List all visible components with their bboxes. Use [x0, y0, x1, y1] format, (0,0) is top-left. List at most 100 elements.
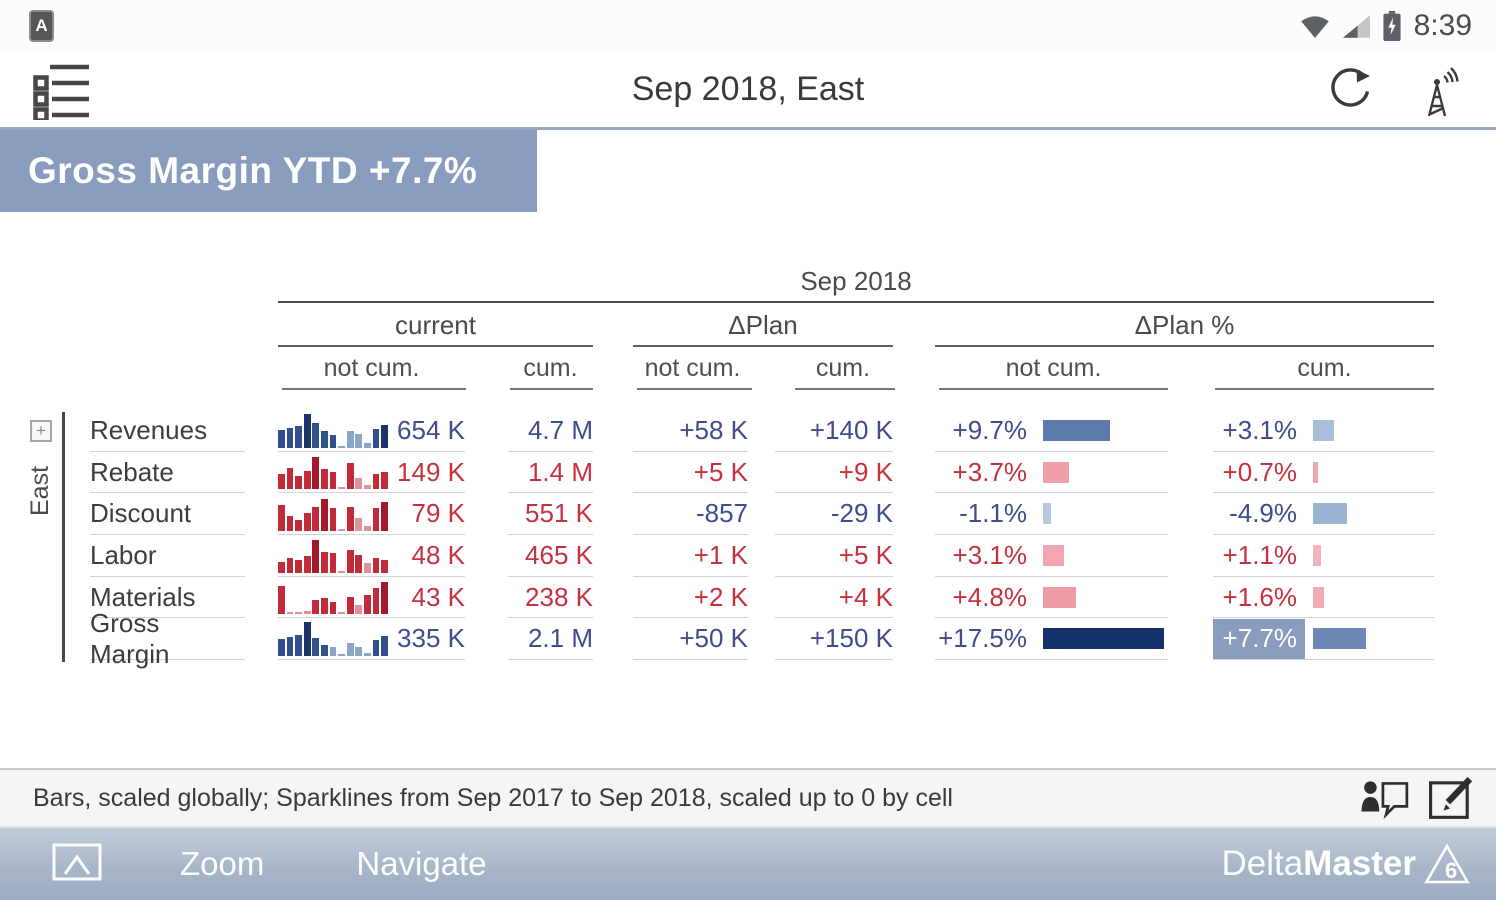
cell-current-cum: 4.7 M — [508, 410, 593, 452]
table-row[interactable]: Discount 79 K 551 K -857 -29 K -1.1% -4.… — [0, 493, 1496, 536]
value-dplan-pct-cum: +0.7% — [1222, 456, 1297, 487]
subheader-current-cum: cum. — [523, 353, 578, 382]
app-header: Sep 2018, East — [0, 52, 1496, 127]
cell-current-not-cum: 149 K — [278, 452, 465, 494]
dplan-pct-bar — [1043, 628, 1164, 650]
bottom-navbar: Zoom Navigate Delta Master 6 — [0, 826, 1496, 900]
table-row[interactable]: Revenues 654 K 4.7 M +58 K +140 K +9.7% … — [0, 410, 1496, 452]
subheader-rule — [282, 388, 466, 390]
header-divider — [0, 127, 1496, 130]
cell-dplan-pct-not-cum: +4.8% — [935, 577, 1168, 619]
cell-current-not-cum: 43 K — [278, 577, 465, 619]
subheader-rule — [795, 388, 895, 390]
cell-current-not-cum: 335 K — [278, 618, 465, 661]
dplan-pct-bar — [1313, 419, 1335, 441]
row-label: Materials — [90, 577, 245, 619]
dplan-pct-bar — [1043, 503, 1051, 525]
value-dplan-pct-not-cum: +3.7% — [952, 456, 1027, 487]
cell-dplan-cum: -29 K — [775, 493, 893, 536]
subheader-rule — [510, 388, 593, 390]
group-rule — [278, 345, 593, 347]
expand-region-button[interactable]: + — [30, 420, 52, 442]
group-header-dplan: ΔPlan — [728, 309, 798, 340]
value-current-not-cum: 79 K — [411, 498, 466, 529]
zoom-button[interactable]: Zoom — [180, 845, 265, 882]
value-dplan-pct-not-cum: +17.5% — [938, 623, 1027, 654]
battery-charging-icon — [1383, 11, 1401, 41]
group-rule — [633, 345, 893, 347]
value-current-cum: 551 K — [525, 498, 593, 529]
value-dplan-pct-cum: +1.6% — [1222, 581, 1297, 612]
table-body: Revenues 654 K 4.7 M +58 K +140 K +9.7% … — [0, 410, 1496, 669]
broadcast-tower-icon[interactable] — [1418, 66, 1464, 123]
row-label: Discount — [90, 493, 245, 536]
dplan-pct-bar — [1313, 586, 1325, 608]
cell-current-cum: 551 K — [508, 493, 593, 536]
cell-dplan-cum: +150 K — [775, 618, 893, 661]
status-bar: A 8:39 — [0, 0, 1496, 52]
comment-contact-icon[interactable] — [1360, 776, 1410, 820]
table-row[interactable]: Labor 48 K 465 K +1 K +5 K +3.1% +1.1% — [0, 535, 1496, 577]
value-dplan-not-cum: +2 K — [693, 581, 748, 612]
navigate-button[interactable]: Navigate — [356, 845, 487, 882]
value-current-not-cum: 48 K — [411, 539, 466, 570]
value-current-cum: 238 K — [525, 581, 593, 612]
value-dplan-pct-not-cum: -1.1% — [959, 498, 1027, 529]
cell-current-not-cum: 48 K — [278, 535, 465, 577]
dplan-pct-bar — [1313, 461, 1318, 483]
cell-dplan-cum: +140 K — [775, 410, 893, 452]
report-title-text: Gross Margin YTD +7.7% — [28, 150, 478, 191]
cell-dplan-not-cum: +5 K — [633, 452, 748, 494]
value-dplan-cum: -29 K — [830, 498, 893, 529]
subheader-current-not-cum: not cum. — [323, 353, 420, 382]
subheader-dplan-pct-cum: cum. — [1297, 353, 1352, 382]
wifi-icon — [1300, 15, 1329, 38]
value-current-cum: 465 K — [525, 539, 593, 570]
cell-dplan-pct-not-cum: +17.5% — [935, 618, 1168, 661]
cell-dplan-cum: +4 K — [775, 577, 893, 619]
row-label: Revenues — [90, 410, 245, 452]
subheader-dplan-cum: cum. — [815, 353, 871, 382]
cell-dplan-not-cum: +2 K — [633, 577, 748, 619]
value-dplan-pct-not-cum: +3.1% — [952, 539, 1027, 570]
cell-dplan-pct-cum: +3.1% — [1213, 410, 1434, 452]
chart-settings-text: Bars, scaled globally; Sparklines from S… — [33, 783, 953, 812]
row-label: Labor — [90, 535, 245, 577]
value-current-cum: 1.4 M — [527, 456, 593, 487]
cell-dplan-pct-cum: +1.6% — [1213, 577, 1434, 619]
status-icons: 8:39 — [1300, 0, 1472, 52]
table-row[interactable]: Gross Margin 335 K 2.1 M +50 K +150 K +1… — [0, 608, 1496, 669]
value-dplan-not-cum: +1 K — [693, 539, 748, 570]
group-header-current: current — [395, 309, 476, 340]
region-bracket-line — [62, 412, 65, 662]
value-dplan-not-cum: -857 — [695, 498, 748, 529]
subheader-dplan-not-cum: not cum. — [644, 353, 741, 382]
cell-dplan-not-cum: +1 K — [633, 535, 748, 577]
dplan-pct-bar — [1313, 628, 1367, 650]
cell-dplan-pct-cum: -4.9% — [1213, 493, 1434, 536]
table-row[interactable]: Rebate 149 K 1.4 M +5 K +9 K +3.7% +0.7% — [0, 452, 1496, 494]
cell-dplan-pct-not-cum: +9.7% — [935, 410, 1168, 452]
cell-dplan-pct-not-cum: +3.7% — [935, 452, 1168, 494]
sparkline-chart — [278, 539, 388, 573]
value-current-not-cum: 149 K — [397, 456, 465, 487]
cell-dplan-not-cum: +58 K — [633, 410, 748, 452]
value-dplan-pct-cum-highlight: +7.7% — [1213, 618, 1305, 659]
table-row[interactable]: Materials 43 K 238 K +2 K +4 K +4.8% +1.… — [0, 577, 1496, 619]
cell-dplan-pct-cum: +0.7% — [1213, 452, 1434, 494]
row-label: Gross Margin — [90, 608, 245, 669]
page-title: Sep 2018, East — [631, 70, 865, 108]
group-rule — [935, 345, 1434, 347]
cell-dplan-pct-not-cum: +3.1% — [935, 535, 1168, 577]
cell-current-cum: 2.1 M — [508, 618, 593, 661]
presentation-mode-icon[interactable] — [52, 843, 102, 886]
cell-signal-icon — [1342, 14, 1370, 38]
cell-dplan-cum: +9 K — [775, 452, 893, 494]
refresh-icon[interactable] — [1326, 66, 1374, 119]
cell-current-cum: 465 K — [508, 535, 593, 577]
sparkline-chart — [278, 580, 388, 615]
report-list-icon[interactable] — [33, 60, 91, 125]
table-rule-top — [278, 301, 1434, 303]
dplan-pct-bar — [1313, 503, 1347, 525]
edit-icon[interactable] — [1428, 776, 1474, 820]
